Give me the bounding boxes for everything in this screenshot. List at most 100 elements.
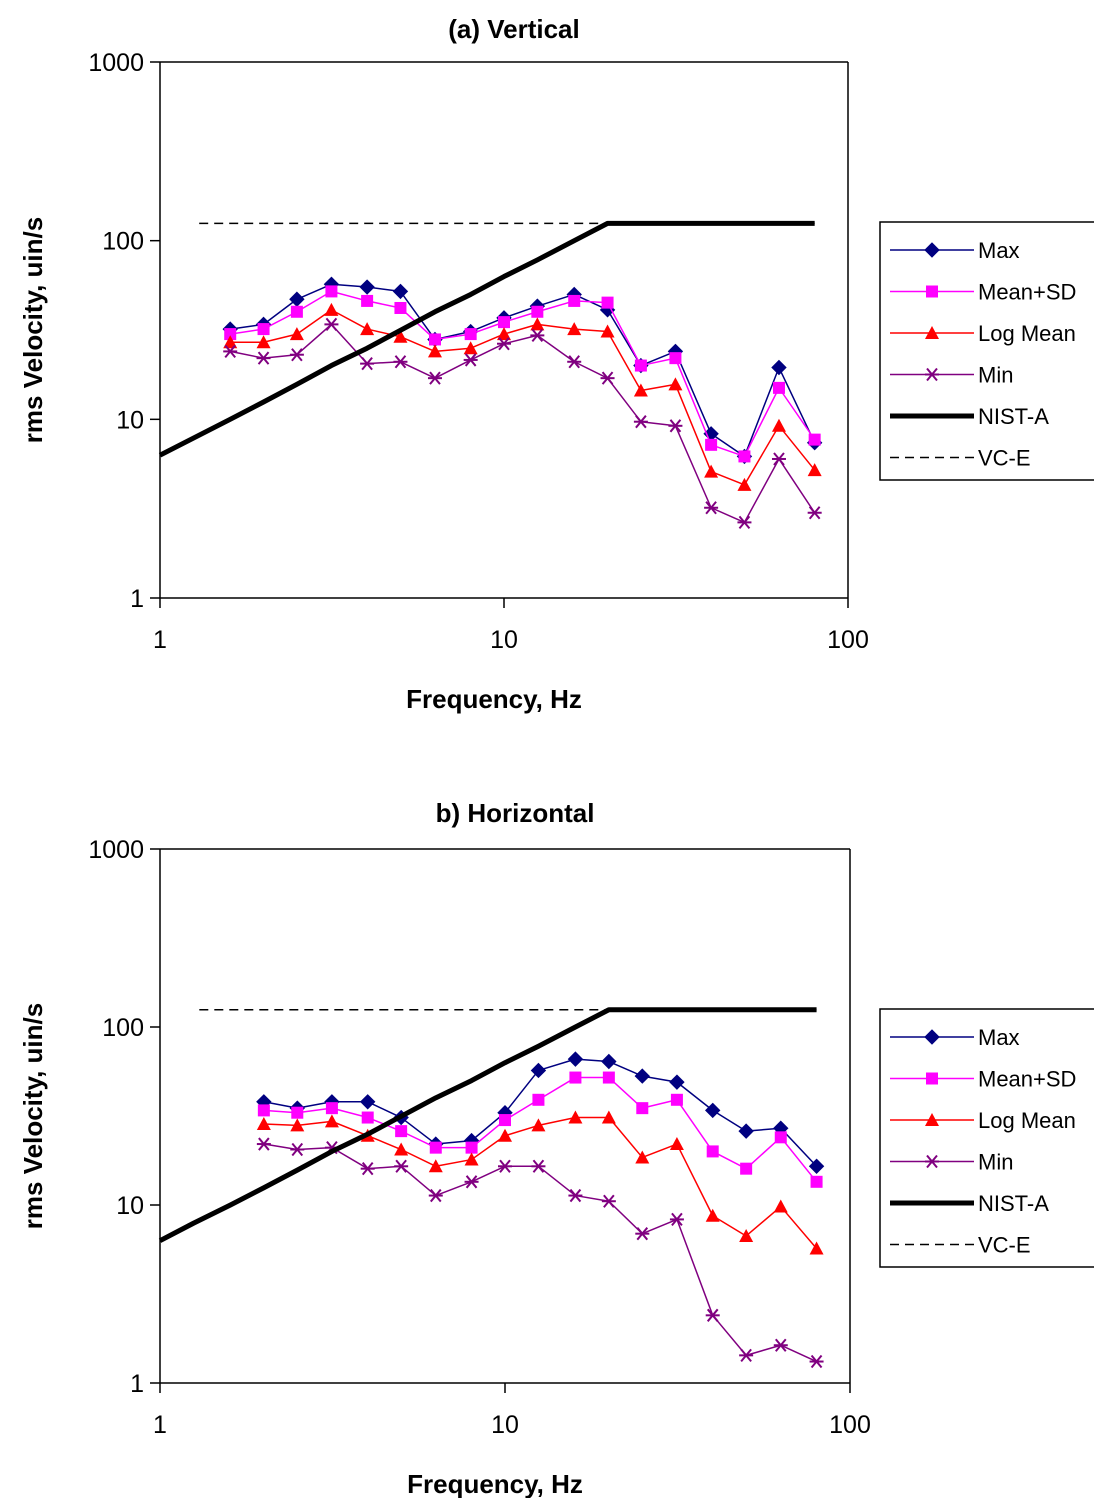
data-point-mean-sd: [568, 294, 581, 307]
data-point-mean-sd: [290, 305, 303, 318]
x-tick-label: 1: [153, 1411, 167, 1439]
data-point-min: [394, 1159, 409, 1173]
legend-marker-min: [925, 1154, 939, 1169]
chart-title: (a) Vertical: [448, 14, 580, 44]
data-point-mean-sd: [464, 328, 477, 341]
data-point-log-mean: [669, 1137, 684, 1151]
x-axis-title: Frequency, Hz: [406, 684, 582, 714]
data-point-min: [771, 452, 786, 466]
data-point-min: [705, 1308, 720, 1322]
data-point-max: [669, 1074, 685, 1090]
data-point-max: [705, 1102, 721, 1119]
data-point-mean-sd: [257, 323, 270, 336]
data-point-mean-sd: [669, 352, 682, 365]
x-tick-label: 1: [153, 626, 167, 654]
data-point-mean-sd: [772, 381, 785, 394]
series-line-min: [230, 323, 816, 524]
legend-label-mean-sd: Mean+SD: [978, 1067, 1076, 1092]
data-point-min: [739, 1348, 754, 1362]
data-point-log-mean: [256, 335, 271, 349]
data-point-min: [223, 344, 238, 359]
y-tick-label: 1: [130, 1370, 144, 1398]
data-point-min: [498, 1159, 512, 1173]
data-point-min: [427, 371, 442, 385]
data-point-min: [290, 1142, 305, 1157]
data-point-max: [289, 291, 305, 307]
data-point-log-mean: [531, 1118, 546, 1132]
data-point-log-mean: [633, 383, 648, 397]
data-point-min: [809, 1354, 824, 1369]
data-point-max: [808, 1158, 825, 1174]
data-point-min: [530, 328, 545, 343]
data-point-mean-sd: [325, 285, 338, 298]
data-point-log-mean: [705, 1208, 720, 1222]
data-point-max: [601, 1053, 617, 1070]
data-point-max: [634, 1068, 650, 1084]
data-point-min: [704, 501, 719, 515]
data-point-mean-sd: [634, 359, 647, 372]
data-point-mean-sd: [670, 1093, 683, 1106]
data-point-min: [568, 1188, 583, 1203]
legend-label-nist-a: NIST-A: [978, 1191, 1049, 1216]
data-point-log-mean: [498, 1128, 512, 1142]
legend-label-vc-e: VC-E: [978, 1233, 1031, 1258]
data-point-min: [324, 317, 339, 332]
series-log-mean: [256, 1110, 824, 1255]
y-axis-title: rms Velocity, uin/s: [18, 1003, 48, 1229]
legend-marker-log-mean: [925, 1113, 939, 1126]
data-point-mean-sd: [257, 1104, 270, 1117]
data-point-max: [359, 279, 375, 295]
data-point-log-mean: [463, 341, 478, 355]
chart-horizontal: b) Horizontal 1 10 100 1000 1 10 100 Frequency, …: [18, 798, 1094, 1498]
data-point-log-mean: [600, 324, 615, 338]
data-point-mean-sd: [601, 296, 614, 309]
data-point-log-mean: [635, 1150, 650, 1164]
data-point-log-mean: [497, 327, 511, 341]
data-point-min: [773, 1338, 788, 1352]
data-point-min: [360, 1162, 375, 1176]
data-point-mean-sd: [395, 1125, 408, 1138]
data-point-min: [289, 348, 304, 362]
legend-box: [879, 221, 1094, 481]
data-point-min: [256, 351, 271, 365]
data-point-min: [497, 337, 511, 351]
x-tick-label: 10: [491, 1411, 519, 1439]
data-point-max: [567, 1051, 584, 1067]
data-point-mean-sd: [361, 294, 374, 307]
data-point-log-mean: [464, 1152, 479, 1166]
legend-label-max: Max: [978, 1025, 1020, 1050]
data-point-log-mean: [290, 1118, 305, 1132]
legend-label-min: Min: [978, 1150, 1013, 1175]
data-point-max: [771, 359, 787, 376]
series-max: [222, 276, 823, 465]
data-point-log-mean: [704, 464, 719, 478]
data-point-min: [256, 1137, 271, 1151]
data-point-mean-sd: [465, 1141, 478, 1154]
y-tick-label: 10: [116, 1192, 144, 1220]
legend-marker-min: [925, 367, 939, 382]
legend: Max Mean+SD Log Mean Min NIST-A VC-E: [879, 1008, 1094, 1268]
series-nist-a: [158, 220, 815, 458]
legend-label-log-mean: Log Mean: [978, 1108, 1076, 1133]
data-point-log-mean: [393, 329, 408, 343]
data-point-mean-sd: [428, 333, 441, 346]
data-point-log-mean: [568, 1110, 583, 1124]
data-point-mean-sd: [394, 301, 407, 314]
data-point-log-mean: [567, 322, 582, 336]
series-line-log-mean: [263, 1116, 818, 1249]
data-point-min: [600, 371, 615, 385]
data-point-mean-sd: [774, 1131, 787, 1144]
data-point-log-mean: [256, 1117, 271, 1131]
data-point-log-mean: [809, 1241, 824, 1255]
data-point-max: [392, 283, 409, 300]
legend-marker-max: [924, 1029, 940, 1045]
legend-marker-max: [924, 242, 940, 258]
y-tick-label: 100: [102, 228, 144, 256]
chart-title: b) Horizontal: [436, 798, 595, 828]
series-min: [223, 317, 822, 530]
legend: Max Mean+SD Log Mean Min NIST-A VC-E: [879, 221, 1094, 481]
data-point-mean-sd: [361, 1111, 374, 1124]
legend-label-max: Max: [978, 238, 1020, 263]
data-point-log-mean: [530, 317, 545, 331]
x-tick-label: 100: [827, 626, 869, 654]
